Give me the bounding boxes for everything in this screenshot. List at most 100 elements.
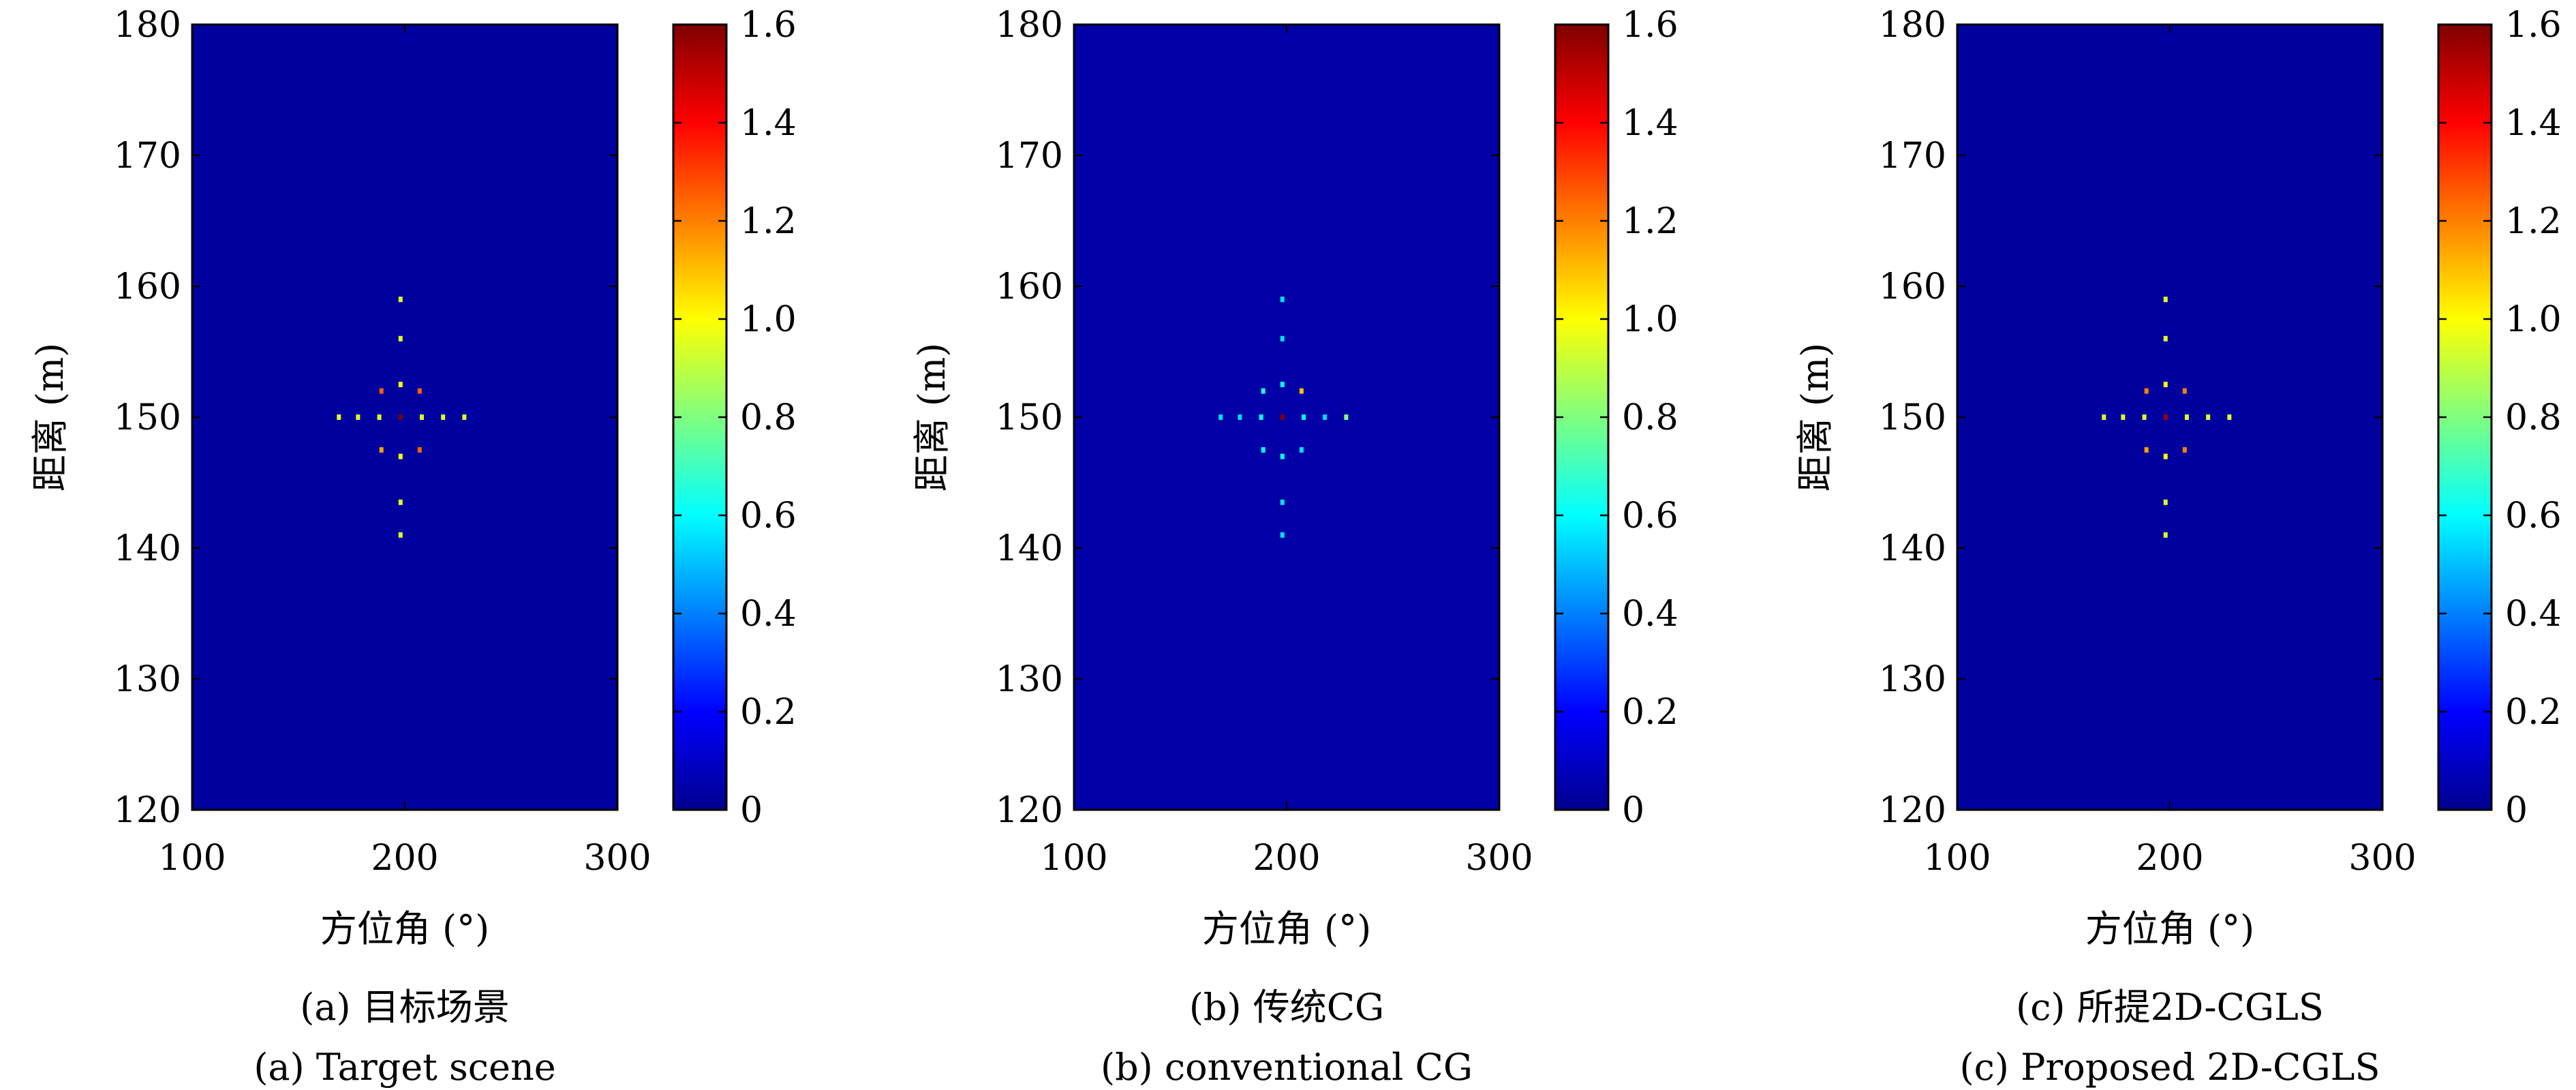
colorbar-tick-label: 1.0 [2505,299,2562,340]
scatter-point [2184,414,2189,420]
y-axis-label: 距离 (m) [1794,343,1837,492]
y-tick-label: 150 [1879,397,1946,438]
y-axis-label: 距离 (m) [29,343,72,492]
scatter-point [1218,414,1223,420]
colorbar-tick-label: 1.6 [1622,5,1678,46]
scatter-point [2227,414,2232,420]
plot-background [1074,25,1499,810]
colorbar-tick-label: 1.2 [1622,201,1678,242]
scatter-point [2144,388,2149,394]
colorbar-tick-label: 0.8 [740,397,797,438]
y-tick-label: 130 [1879,659,1946,700]
colorbar-tick-label: 0.2 [1622,692,1678,733]
scatter-point [398,414,403,420]
y-tick-label: 160 [996,267,1063,307]
colorbar-tick-label: 0 [740,790,763,831]
caption-en: (b) conventional CG [1101,1046,1473,1089]
y-tick-label: 150 [114,397,181,438]
caption-cn: (c) 所提2D-CGLS [2016,986,2324,1029]
colorbar-tick-label: 0 [1622,790,1644,831]
colorbar [1555,25,1608,810]
colorbar-tick-label: 0.4 [740,594,797,635]
scatter-point [1301,414,1306,420]
scatter-point [462,414,467,420]
x-axis-label: 方位角 (°) [320,907,489,950]
y-tick-label: 120 [114,790,181,831]
scatter-point [398,382,403,387]
x-tick-label: 300 [2348,838,2416,879]
colorbar-tick-label: 0.4 [1622,594,1678,635]
scatter-point [417,447,422,453]
y-tick-label: 130 [996,659,1063,700]
scatter-point [1280,297,1285,303]
colorbar-tick-label: 1.6 [740,5,797,46]
y-tick-label: 140 [996,528,1063,569]
y-tick-label: 180 [114,5,181,46]
y-tick-label: 120 [1879,790,1946,831]
scatter-point [379,447,384,453]
scatter-point [1344,414,1349,420]
colorbar [673,25,726,810]
scatter-point [1299,388,1304,394]
scatter-point [2182,447,2187,453]
scatter-point [1280,499,1285,505]
scatter-point [1280,453,1285,459]
y-tick-label: 180 [1879,5,1946,46]
panel-c: 120 130 140 150 160 170 180 100 200 300 方位角 (°) 距离 … [1794,5,2562,1089]
scatter-point [2163,453,2168,459]
colorbar-tick-label: 0.4 [2505,594,2562,635]
scatter-point [2142,414,2147,420]
colorbar-tick-label: 0.8 [1622,397,1678,438]
colorbar-tick-label: 1.6 [2505,5,2562,46]
colorbar-tick-label: 0.8 [2505,397,2562,438]
scatter-point [2163,297,2168,303]
x-tick-label: 200 [1253,838,1320,879]
colorbar-tick-label: 0 [2505,790,2528,831]
scatter-point [1261,447,1266,453]
y-tick-label: 160 [114,267,181,307]
scatter-point [1280,382,1285,387]
scatter-point [377,414,382,420]
scatter-point [337,414,341,420]
scatter-point [2144,447,2149,453]
scatter-point [1238,414,1242,420]
scatter-point [1280,414,1285,420]
plot-background [1957,25,2382,810]
colorbar-tick-label: 1.0 [1622,299,1678,340]
scatter-point [2163,382,2168,387]
scatter-point [2163,335,2168,342]
scatter-point [398,532,403,538]
colorbar-tick-label: 0.6 [1622,496,1678,536]
y-tick-label: 140 [114,528,181,569]
panel-b: 120 130 140 150 160 170 180 100 200 300 方位角 (°) 距离 … [910,5,1678,1089]
colorbar-tick-label: 0.6 [2505,496,2562,536]
x-tick-label: 100 [1923,838,1991,879]
scatter-point [398,297,403,303]
plot-background [192,25,617,810]
y-tick-label: 140 [1879,528,1946,569]
y-tick-label: 150 [996,397,1063,438]
colorbar-tick-label: 1.4 [1622,103,1678,144]
scatter-point [379,388,384,394]
scatter-point [2102,414,2106,420]
colorbar-tick-label: 1.0 [740,299,797,340]
colorbar-tick-label: 0.2 [2505,692,2562,733]
scatter-point [1261,388,1266,394]
scatter-point [398,453,403,459]
scatter-point [1259,414,1263,420]
y-tick-label: 120 [996,790,1063,831]
colorbar-tick-label: 0.6 [740,496,797,536]
colorbar-tick-label: 0.2 [740,692,797,733]
y-axis-label: 距离 (m) [910,343,953,492]
y-tick-label: 180 [996,5,1063,46]
y-tick-label: 170 [1879,136,1946,177]
y-tick-label: 170 [114,136,181,177]
scatter-point [398,499,403,505]
scatter-point [1280,335,1285,342]
scatter-point [2206,414,2211,420]
scatter-point [1323,414,1328,420]
scatter-point [1280,532,1285,538]
x-axis-label: 方位角 (°) [2085,907,2254,950]
x-tick-label: 300 [1465,838,1533,879]
panel-a: 120 130 140 150 160 170 180 100 200 300 方位角 (°) 距离 … [29,5,797,1089]
